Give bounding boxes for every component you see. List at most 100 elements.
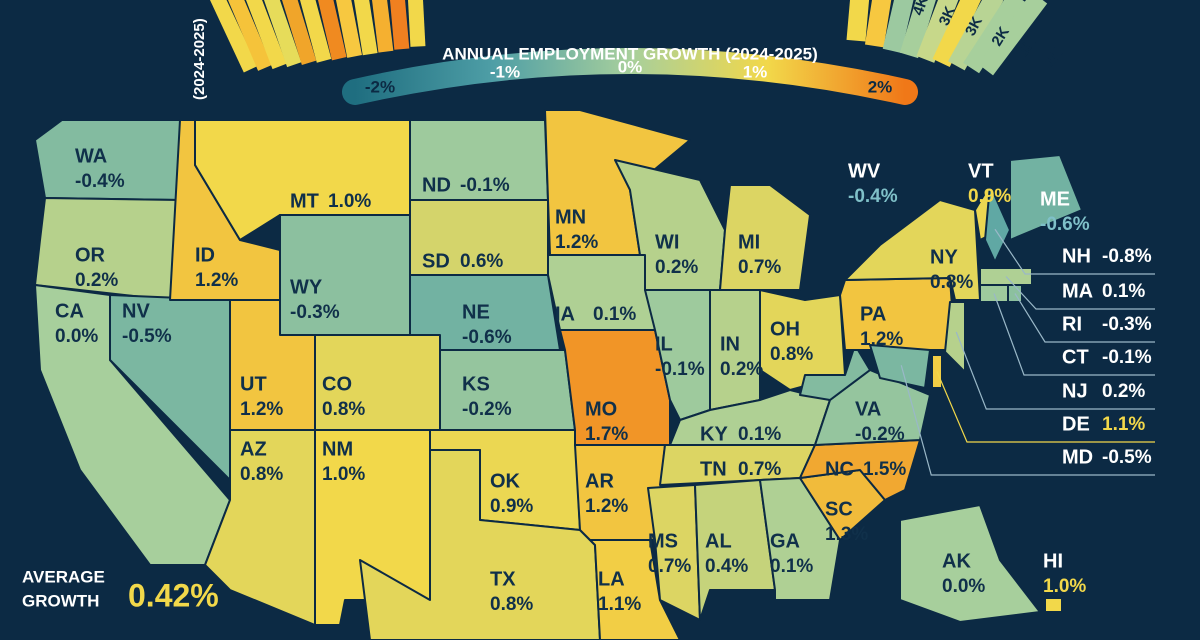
average-label: GROWTH	[22, 591, 99, 610]
state-shape	[647, 484, 701, 621]
state-value: 0.8%	[930, 272, 973, 293]
state-shape	[944, 301, 966, 373]
state-value: 0.2%	[720, 359, 763, 380]
state-code: AK	[942, 550, 971, 572]
state-value: 0.9%	[490, 496, 533, 517]
state-code: PA	[860, 303, 886, 325]
states	[34, 109, 1083, 640]
top-bar	[242, 0, 287, 70]
state-code: AZ	[240, 438, 267, 460]
legend-title: ANNUAL EMPLOYMENT GROWTH (2024-2025)	[442, 44, 818, 63]
top-bar	[977, 0, 1048, 76]
state-value: 0.0%	[942, 576, 985, 597]
top-bar	[315, 0, 347, 61]
state-value: 1.2%	[860, 329, 903, 350]
state-value: -0.4%	[75, 171, 125, 192]
state-value: 0.1%	[770, 556, 813, 577]
state-value: -0.5%	[122, 326, 172, 347]
state-shape	[34, 197, 181, 301]
header-period: (2024-2025)	[191, 18, 208, 100]
state-code: NY	[930, 246, 958, 268]
state-code: OK	[490, 470, 521, 492]
state-value: 1.0%	[322, 464, 365, 485]
legend-tick-label: 2%	[868, 77, 893, 96]
state-code: WY	[290, 276, 323, 298]
legend-tick-label: 0%	[618, 57, 643, 76]
state-code: NE	[462, 301, 490, 323]
state-code: NJ	[1062, 380, 1088, 402]
state-code: CA	[55, 300, 84, 322]
leader-line	[1005, 276, 1155, 310]
legend-tick-label: -1%	[490, 62, 520, 81]
state-code: UT	[240, 373, 267, 395]
top-bar	[370, 0, 394, 53]
state-shape	[719, 184, 811, 291]
state-value: 1.3%	[825, 524, 868, 545]
state-code: IA	[555, 303, 575, 325]
top-bar	[864, 0, 893, 48]
state-value: -0.2%	[462, 399, 512, 420]
state-shape	[869, 344, 931, 389]
legend-gradient	[342, 48, 918, 105]
state-value: 0.8%	[490, 594, 533, 615]
top-bar-label: 1K	[1041, 44, 1066, 70]
state-value: 1.2%	[195, 270, 238, 291]
state-code: MD	[1062, 446, 1093, 468]
state-code: ID	[195, 244, 215, 266]
state-value: 0.2%	[1102, 381, 1145, 402]
state-shape	[844, 199, 981, 301]
state-code: MN	[555, 206, 586, 228]
state-code: OR	[75, 244, 106, 266]
state-value: 0.7%	[738, 257, 781, 278]
state-code: VT	[968, 160, 994, 182]
state-code: CO	[322, 373, 352, 395]
state-code: IN	[720, 333, 740, 355]
state-code: RI	[1062, 313, 1082, 335]
state-value: 0.6%	[460, 251, 503, 272]
state-code: TX	[490, 568, 516, 590]
state-code: AR	[585, 470, 614, 492]
top-bar	[389, 0, 410, 50]
state-value: -0.2%	[855, 424, 905, 445]
state-code: KS	[462, 373, 490, 395]
state-value: -0.1%	[1102, 347, 1152, 368]
state-value: 1.7%	[585, 424, 628, 445]
state-value: -0.6%	[1040, 214, 1090, 235]
state-value: 0.8%	[240, 464, 283, 485]
state-code: DE	[1062, 413, 1090, 435]
state-code: MT	[290, 190, 319, 212]
state-value: 1.2%	[585, 496, 628, 517]
state-value: 1.2%	[555, 232, 598, 253]
state-code: AL	[705, 530, 732, 552]
state-code: WA	[75, 145, 107, 167]
state-code: MA	[1062, 280, 1093, 302]
state-labels: WA -0.4% OR 0.2% CA 0.0% NV -0.5% ID 1.2% MT 1.0% WY…	[55, 145, 1155, 615]
state-code: WV	[848, 160, 881, 182]
legend-tick-label: 1%	[743, 62, 768, 81]
top-bar	[297, 0, 332, 63]
state-code: NV	[122, 300, 150, 322]
state-value: 0.1%	[593, 304, 636, 325]
top-bar	[205, 0, 258, 73]
state-code: ND	[422, 174, 451, 196]
state-code: IL	[655, 333, 673, 355]
state-code: WI	[655, 231, 679, 253]
state-value: 0.9%	[968, 186, 1011, 207]
top-bar	[846, 0, 870, 42]
state-shape	[589, 539, 681, 640]
state-shape	[899, 504, 1041, 623]
state-code: KY	[700, 423, 728, 445]
state-code: SC	[825, 498, 853, 520]
state-code: TN	[700, 458, 727, 480]
state-code: OH	[770, 318, 800, 340]
top-bar	[932, 0, 982, 67]
top-bar	[352, 0, 378, 56]
state-value: -0.6%	[462, 327, 512, 348]
state-code: GA	[770, 530, 800, 552]
state-value: -0.1%	[655, 359, 705, 380]
state-code: HI	[1043, 550, 1063, 572]
top-bar	[882, 0, 915, 53]
leader-line	[955, 331, 1155, 410]
state-code: SD	[422, 250, 450, 272]
